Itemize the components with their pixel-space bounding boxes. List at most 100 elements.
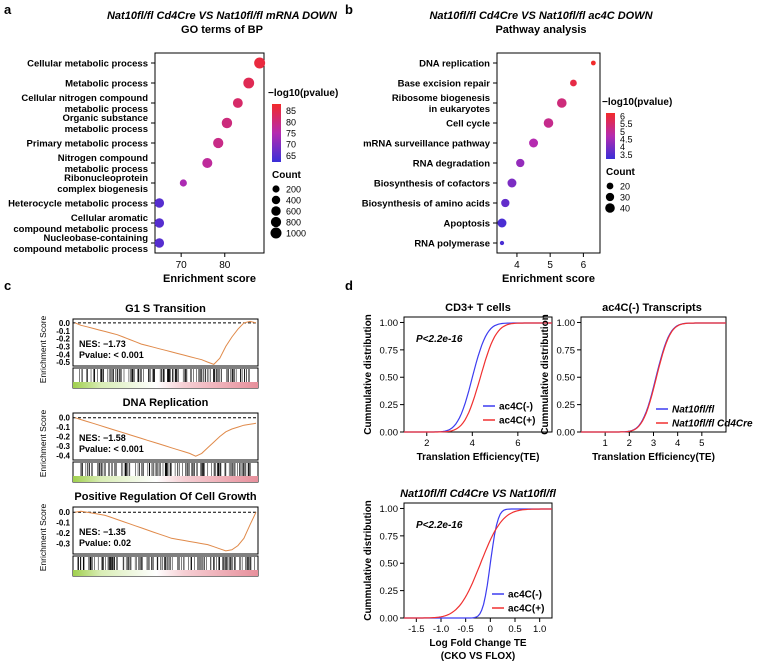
term-label: Cell cycle — [446, 119, 490, 130]
x-tick-label: 5 — [699, 438, 704, 449]
x-axis-label: Enrichment score — [502, 273, 595, 285]
panel-a-title: Nat10fl/fl Cd4Cre VS Nat10fl/fl mRNA DOW… — [107, 10, 338, 22]
x-tick-label: 80 — [219, 260, 231, 271]
color-legend-title: −log10(pvalue) — [602, 97, 672, 108]
size-legend-dot — [605, 192, 615, 202]
y-tick-label: -0.2 — [56, 335, 70, 344]
size-legend-dot — [272, 185, 280, 193]
data-point — [221, 117, 233, 129]
y-tick-label: 0.0 — [59, 414, 71, 423]
x-tick-label: 0.5 — [508, 624, 521, 635]
panel-letter-b: b — [345, 2, 353, 17]
term-label: in eukaryotes — [429, 104, 490, 115]
y-tick-label: 1.00 — [380, 318, 399, 329]
y-tick-label: -0.3 — [56, 442, 70, 451]
plot-frame — [154, 52, 265, 254]
term-label: Cellular metabolic process — [27, 59, 148, 70]
term-label: Organic substance — [62, 113, 148, 124]
x-tick-label: 4 — [675, 438, 680, 449]
term-label: Cellular nitrogen compound — [21, 93, 148, 104]
term-label: metabolic process — [65, 164, 148, 175]
y-tick-label: 0.75 — [380, 531, 399, 542]
data-point — [529, 138, 539, 148]
y-tick-label: 0.0 — [59, 508, 71, 517]
pvalue-label: Pvalue: < 0.001 — [79, 444, 144, 454]
y-tick-label: -0.2 — [56, 433, 70, 442]
size-legend-dot — [271, 206, 281, 216]
color-legend-title: −log10(pvalue) — [268, 88, 338, 99]
rank-color-bar — [73, 382, 258, 388]
term-label: Metabolic process — [65, 79, 148, 90]
y-tick-label: -0.3 — [56, 540, 70, 549]
panel-letter-a: a — [4, 2, 12, 17]
rank-color-bar — [73, 570, 258, 576]
size-legend-label: 40 — [620, 204, 630, 214]
y-tick-label: 0.0 — [59, 319, 71, 328]
gsea-title: Positive Regulation Of Cell Growth — [74, 491, 256, 503]
y-tick-label: 1.00 — [557, 318, 576, 329]
term-label: Primary metabolic process — [27, 139, 148, 150]
y-tick-label: -0.1 — [56, 423, 70, 432]
size-legend-label: 400 — [286, 196, 301, 206]
legend-label: ac4C(+) — [499, 416, 535, 427]
term-label: metabolic process — [65, 104, 148, 115]
x-axis-label: Translation Efficiency(TE) — [592, 452, 715, 463]
term-label: Base excision repair — [398, 79, 491, 90]
y-tick-label: -0.3 — [56, 342, 70, 351]
y-tick-label: 0.50 — [380, 373, 399, 384]
cdf-title: Nat10fl/fl Cd4Cre VS Nat10fl/fl — [400, 488, 557, 500]
term-label: compound metabolic process — [13, 244, 148, 255]
cdf-title: CD3+ T cells — [445, 302, 511, 314]
size-legend-dot — [270, 216, 282, 228]
term-label: Apoptosis — [444, 219, 490, 230]
size-legend-dot — [606, 182, 614, 190]
color-legend-tick: 4 — [620, 142, 625, 152]
term-label: Ribosome biogenesis — [392, 93, 490, 104]
term-label: Nucleobase-containing — [43, 233, 148, 244]
size-legend-dot — [605, 203, 615, 213]
x-axis-label: Log Fold Change TE — [429, 638, 527, 649]
data-point — [254, 57, 266, 69]
x-axis-label: Enrichment score — [163, 273, 256, 285]
gsea-frame — [72, 318, 259, 367]
term-label: RNA polymerase — [414, 239, 490, 250]
color-legend-tick: 5 — [620, 127, 625, 137]
data-point — [232, 98, 243, 108]
x-tick-label: -1.5 — [408, 624, 424, 635]
color-bar — [272, 104, 281, 162]
y-axis-label: Enrichment Score — [38, 503, 48, 571]
x-tick-label: 2 — [424, 438, 429, 449]
size-legend-label: 800 — [286, 218, 301, 228]
data-point — [202, 157, 213, 169]
legend-label: ac4C(-) — [499, 402, 533, 413]
data-point — [179, 179, 187, 187]
size-legend-dot — [271, 195, 281, 205]
data-point — [154, 218, 165, 228]
data-point — [213, 137, 224, 149]
size-legend-label: 600 — [286, 207, 301, 217]
panel-letter-d: d — [345, 278, 353, 293]
size-legend-label: 200 — [286, 185, 301, 195]
y-axis-label: Cummulative distribution — [363, 314, 374, 435]
data-point — [516, 158, 525, 168]
legend-label: ac4C(-) — [508, 590, 542, 601]
y-tick-label: 0.00 — [557, 428, 576, 439]
data-point — [501, 198, 510, 208]
x-tick-label: 0 — [488, 624, 493, 635]
x-tick-label: 6 — [581, 260, 587, 271]
y-tick-label: -0.2 — [56, 529, 70, 538]
size-legend-dot — [270, 227, 282, 239]
p-value-annotation: P<2.2e-16 — [416, 520, 463, 531]
data-point — [556, 98, 567, 108]
x-axis-label-2: (CKO VS FLOX) — [441, 651, 515, 662]
cdf-series-line — [581, 322, 726, 433]
term-label: Heterocycle metabolic process — [8, 199, 148, 210]
y-tick-label: 0.00 — [380, 614, 399, 625]
term-label: RNA degradation — [413, 159, 490, 170]
term-label: mRNA surveillance pathway — [363, 139, 491, 150]
term-label: DNA replication — [419, 59, 490, 70]
rank-color-bar — [73, 476, 258, 482]
panel-a-subtitle: GO terms of BP — [181, 24, 263, 36]
y-tick-label: 0.50 — [557, 373, 576, 384]
